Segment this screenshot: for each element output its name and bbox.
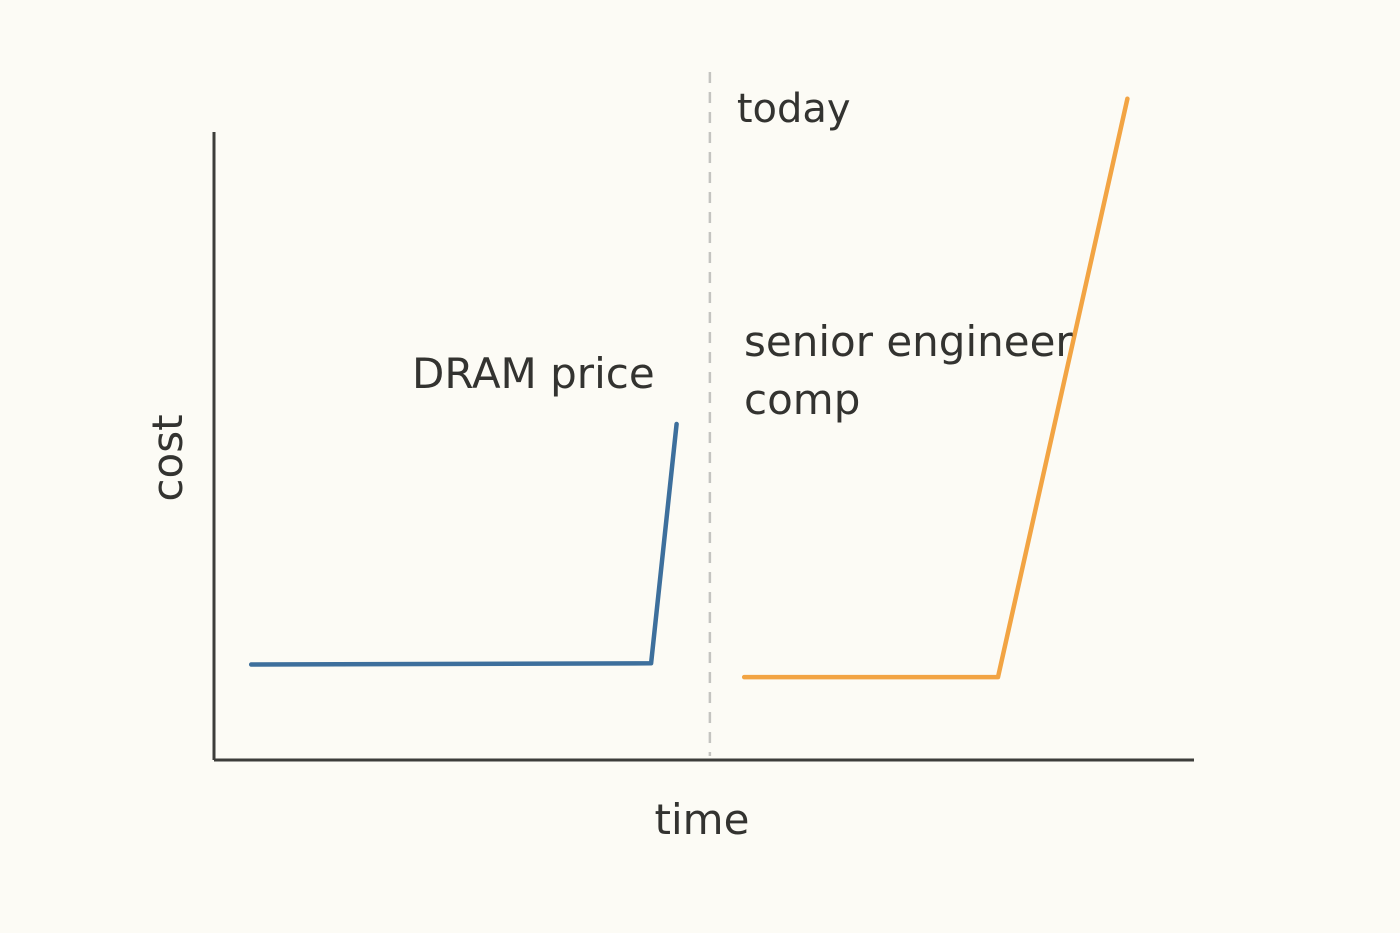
axes: time cost <box>143 132 1194 844</box>
series-line-dram-price <box>248 421 679 667</box>
x-axis-label: time <box>655 795 750 844</box>
series-line-senior-engineer-comp <box>741 96 1130 680</box>
series-label-dram-price: DRAM price <box>412 349 655 398</box>
series-label-line-1: senior engineer <box>744 317 1073 366</box>
series-label-senior-engineer-comp: senior engineer comp <box>744 317 1086 424</box>
series-label-line-2: comp <box>744 375 860 424</box>
today-marker-group: today <box>708 72 851 756</box>
today-label: today <box>737 86 851 132</box>
y-axis-label: cost <box>143 414 192 501</box>
series-group: DRAM price senior engineer comp <box>248 96 1130 680</box>
